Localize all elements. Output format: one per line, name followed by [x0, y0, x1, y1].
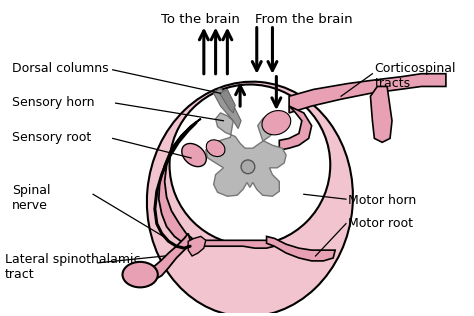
Text: Sensory horn: Sensory horn — [12, 96, 94, 109]
Ellipse shape — [262, 111, 291, 135]
Polygon shape — [142, 234, 191, 280]
Text: Lateral spinothalamic
tract: Lateral spinothalamic tract — [5, 253, 140, 281]
Ellipse shape — [241, 160, 255, 174]
Text: Motor horn: Motor horn — [348, 194, 416, 207]
Ellipse shape — [147, 82, 353, 316]
Polygon shape — [219, 89, 235, 113]
Ellipse shape — [182, 143, 206, 167]
Text: Motor root: Motor root — [348, 217, 413, 230]
Polygon shape — [201, 240, 274, 248]
Polygon shape — [266, 236, 335, 261]
Text: Sensory root: Sensory root — [12, 131, 91, 143]
Ellipse shape — [122, 262, 158, 287]
Polygon shape — [214, 88, 241, 129]
Polygon shape — [289, 74, 446, 113]
Text: From the brain: From the brain — [255, 13, 353, 26]
Text: Spinal
nerve: Spinal nerve — [12, 185, 50, 212]
Polygon shape — [279, 106, 311, 150]
Polygon shape — [206, 113, 286, 196]
Polygon shape — [188, 236, 206, 256]
Ellipse shape — [206, 140, 225, 156]
Text: Corticospinal
tracts: Corticospinal tracts — [374, 62, 456, 90]
Ellipse shape — [170, 84, 330, 245]
Text: Dorsal columns: Dorsal columns — [12, 62, 109, 75]
Text: To the brain: To the brain — [162, 13, 240, 26]
Polygon shape — [371, 87, 392, 142]
Polygon shape — [159, 119, 201, 246]
